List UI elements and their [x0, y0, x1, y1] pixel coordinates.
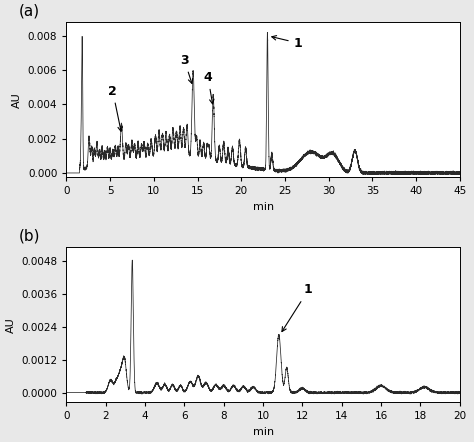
Text: 3: 3 [180, 53, 192, 84]
Text: (b): (b) [19, 229, 41, 244]
Text: 1: 1 [282, 283, 313, 332]
X-axis label: min: min [253, 202, 273, 212]
Y-axis label: AU: AU [6, 317, 16, 332]
Text: 1: 1 [272, 36, 302, 50]
Text: 4: 4 [204, 71, 214, 104]
Y-axis label: AU: AU [12, 92, 22, 107]
Text: 2: 2 [109, 84, 122, 131]
Text: (a): (a) [19, 4, 40, 19]
X-axis label: min: min [253, 427, 273, 437]
